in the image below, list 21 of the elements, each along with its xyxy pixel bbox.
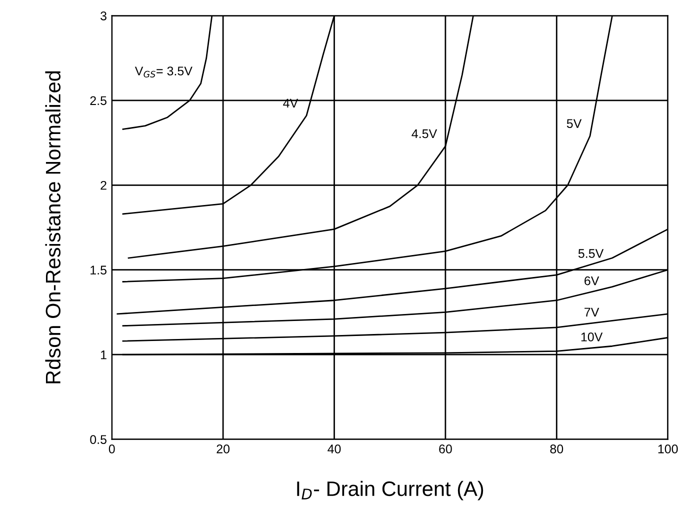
series-label: V$_{GS}$= 3.5V: [134, 66, 192, 78]
y-axis-title: Rdson On-Resistance Normalized: [45, 71, 61, 384]
x-tick-label: 100: [658, 444, 678, 454]
series-label: 5.5V: [578, 249, 604, 258]
x-tick-label: 20: [216, 444, 230, 454]
y-tick-label: 3: [100, 11, 106, 20]
y-tick-label: 1: [101, 350, 106, 360]
y-tick-label: 2: [100, 180, 106, 190]
series-label: 4.5V: [412, 129, 438, 138]
x-tick-label: 40: [328, 444, 341, 454]
x-axis-title: I$_{D}$- Drain Current (A): [297, 480, 484, 500]
series-label: 5V: [566, 119, 582, 128]
y-tick-label: 0.5: [90, 435, 106, 444]
y-tick-label: 1.5: [90, 266, 106, 275]
x-tick-label: 80: [550, 444, 564, 454]
series-label: 7V: [584, 308, 600, 316]
x-tick-label: 0: [108, 444, 115, 454]
series-label: 10V: [581, 332, 603, 342]
y-tick-label: 2.5: [90, 96, 106, 106]
x-tick-label: 60: [439, 444, 452, 454]
series-label: 6V: [584, 276, 600, 286]
